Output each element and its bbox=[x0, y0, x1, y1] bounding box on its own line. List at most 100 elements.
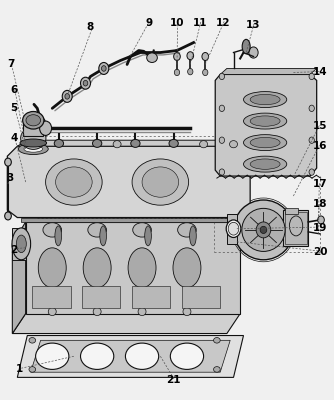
Ellipse shape bbox=[83, 80, 88, 86]
Ellipse shape bbox=[26, 115, 41, 126]
Polygon shape bbox=[17, 336, 243, 377]
Ellipse shape bbox=[131, 140, 140, 147]
Text: 21: 21 bbox=[166, 375, 181, 385]
Ellipse shape bbox=[145, 226, 151, 246]
Ellipse shape bbox=[126, 343, 159, 370]
Ellipse shape bbox=[309, 169, 314, 175]
Ellipse shape bbox=[128, 248, 156, 288]
Polygon shape bbox=[12, 314, 240, 334]
Ellipse shape bbox=[62, 90, 72, 102]
Ellipse shape bbox=[187, 52, 194, 60]
Ellipse shape bbox=[309, 73, 314, 80]
Ellipse shape bbox=[5, 212, 11, 220]
Ellipse shape bbox=[100, 226, 107, 246]
Ellipse shape bbox=[133, 223, 151, 237]
Ellipse shape bbox=[48, 308, 56, 316]
Ellipse shape bbox=[147, 53, 157, 62]
Text: 11: 11 bbox=[193, 18, 207, 28]
Ellipse shape bbox=[250, 116, 280, 126]
Polygon shape bbox=[220, 68, 317, 74]
Ellipse shape bbox=[219, 169, 224, 175]
Ellipse shape bbox=[24, 146, 43, 152]
Ellipse shape bbox=[250, 138, 280, 148]
Ellipse shape bbox=[16, 235, 26, 253]
Ellipse shape bbox=[213, 338, 220, 343]
Polygon shape bbox=[31, 340, 230, 372]
Bar bbox=[284, 210, 308, 246]
Ellipse shape bbox=[29, 367, 36, 372]
Ellipse shape bbox=[55, 226, 61, 246]
Bar bbox=[182, 286, 220, 308]
Text: 12: 12 bbox=[216, 18, 231, 28]
Ellipse shape bbox=[242, 208, 285, 252]
Ellipse shape bbox=[20, 139, 47, 147]
Ellipse shape bbox=[249, 47, 258, 58]
Ellipse shape bbox=[65, 94, 69, 99]
Ellipse shape bbox=[233, 200, 293, 260]
Text: 6: 6 bbox=[10, 85, 18, 95]
Ellipse shape bbox=[202, 52, 208, 60]
Ellipse shape bbox=[38, 248, 66, 288]
Text: 4: 4 bbox=[10, 133, 18, 143]
Text: 14: 14 bbox=[313, 68, 327, 78]
Ellipse shape bbox=[18, 143, 48, 154]
Ellipse shape bbox=[309, 105, 314, 112]
Ellipse shape bbox=[27, 141, 35, 148]
Ellipse shape bbox=[88, 223, 107, 237]
Bar bbox=[227, 214, 237, 244]
Ellipse shape bbox=[113, 141, 121, 148]
Text: 1: 1 bbox=[15, 364, 23, 374]
Ellipse shape bbox=[188, 68, 193, 75]
Ellipse shape bbox=[178, 223, 196, 237]
Ellipse shape bbox=[54, 140, 63, 147]
Ellipse shape bbox=[102, 66, 106, 71]
Text: 13: 13 bbox=[246, 20, 261, 30]
Polygon shape bbox=[12, 222, 26, 334]
Ellipse shape bbox=[36, 343, 69, 370]
Text: 17: 17 bbox=[313, 179, 327, 189]
Ellipse shape bbox=[170, 343, 204, 370]
Bar bbox=[32, 286, 70, 308]
Ellipse shape bbox=[29, 338, 36, 343]
Ellipse shape bbox=[243, 92, 287, 108]
Bar bbox=[23, 121, 43, 136]
Text: 18: 18 bbox=[313, 199, 327, 209]
Ellipse shape bbox=[229, 141, 237, 148]
Text: 19: 19 bbox=[313, 223, 327, 233]
Ellipse shape bbox=[219, 105, 224, 112]
Ellipse shape bbox=[174, 69, 180, 76]
Text: 8: 8 bbox=[87, 22, 94, 32]
Ellipse shape bbox=[40, 121, 51, 136]
Text: 2: 2 bbox=[10, 245, 17, 255]
Polygon shape bbox=[26, 222, 240, 314]
Text: 9: 9 bbox=[145, 18, 152, 28]
Ellipse shape bbox=[43, 223, 61, 237]
Ellipse shape bbox=[142, 167, 179, 197]
Ellipse shape bbox=[213, 367, 220, 372]
Ellipse shape bbox=[99, 62, 109, 74]
Bar bbox=[285, 212, 307, 244]
Ellipse shape bbox=[250, 159, 280, 169]
Ellipse shape bbox=[228, 222, 239, 235]
Text: 15: 15 bbox=[313, 121, 327, 131]
Polygon shape bbox=[215, 74, 317, 176]
Ellipse shape bbox=[12, 228, 31, 260]
Bar bbox=[82, 286, 121, 308]
Ellipse shape bbox=[200, 141, 207, 148]
Text: 7: 7 bbox=[7, 60, 14, 70]
Text: 3: 3 bbox=[6, 173, 14, 183]
Ellipse shape bbox=[243, 156, 287, 172]
Ellipse shape bbox=[93, 140, 102, 147]
Polygon shape bbox=[21, 218, 240, 222]
Ellipse shape bbox=[219, 137, 224, 143]
Text: 20: 20 bbox=[313, 247, 327, 257]
Ellipse shape bbox=[132, 159, 189, 205]
Ellipse shape bbox=[55, 167, 92, 197]
Ellipse shape bbox=[190, 226, 196, 246]
Ellipse shape bbox=[80, 343, 114, 370]
Text: 5: 5 bbox=[10, 103, 18, 113]
Ellipse shape bbox=[243, 135, 287, 150]
Ellipse shape bbox=[309, 137, 314, 143]
Bar bbox=[132, 286, 170, 308]
Ellipse shape bbox=[174, 52, 180, 60]
